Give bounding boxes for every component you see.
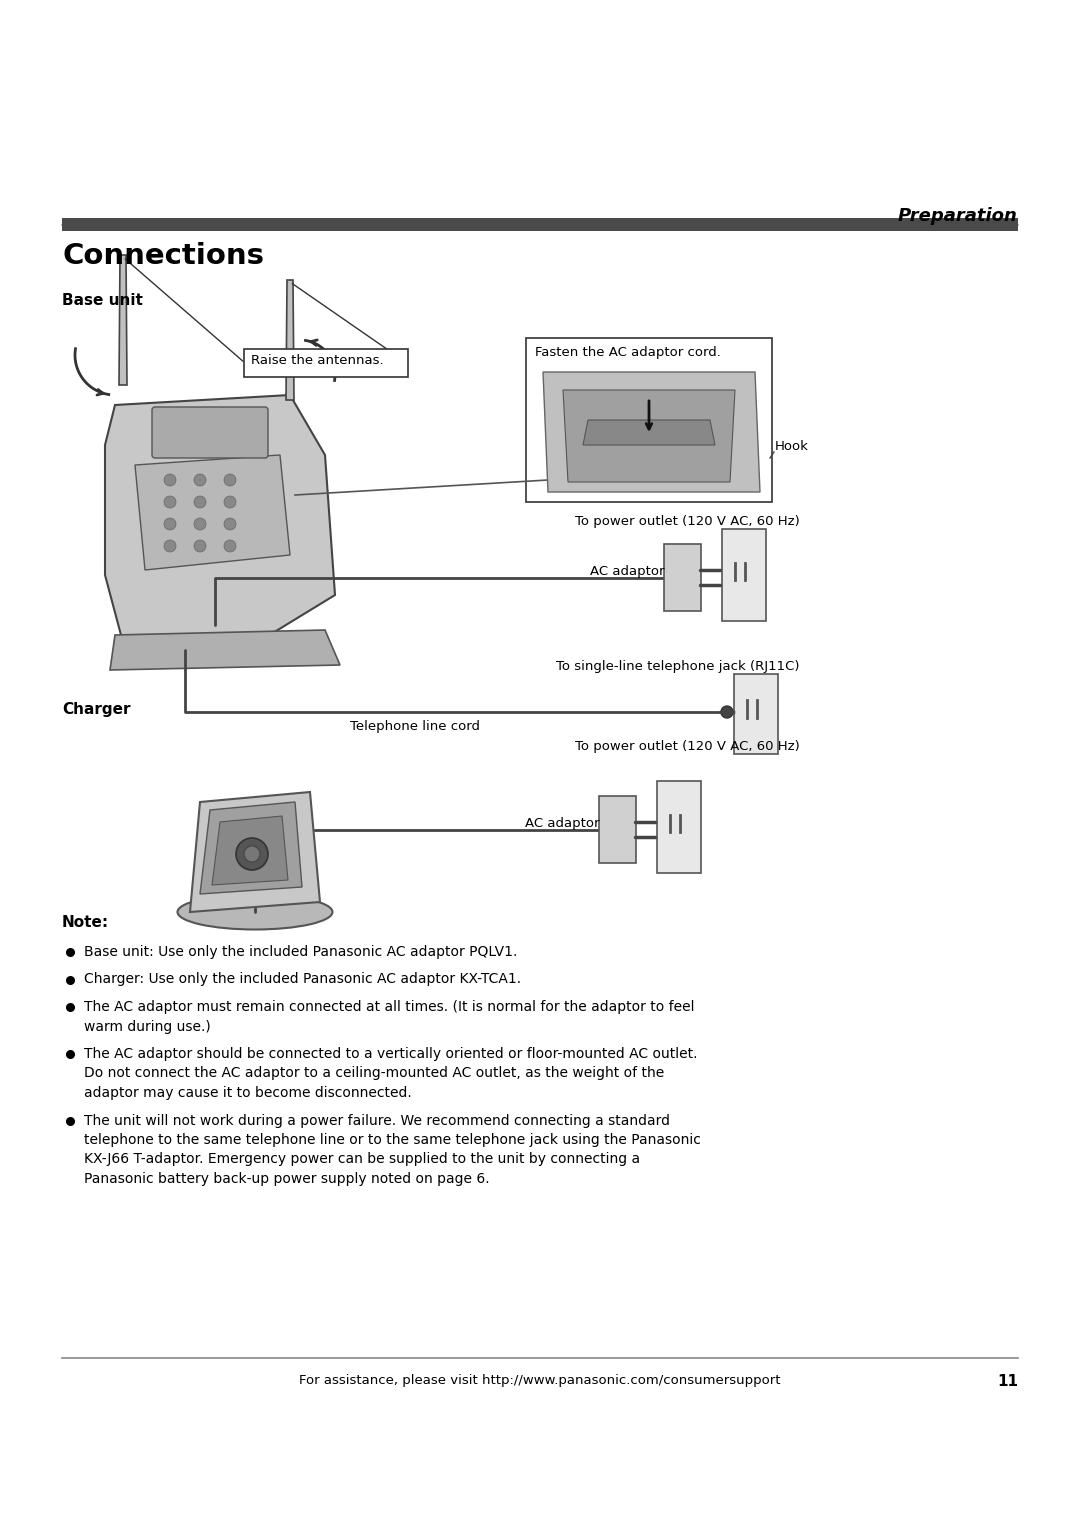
Text: For assistance, please visit http://www.panasonic.com/consumersupport: For assistance, please visit http://www.…: [299, 1374, 781, 1387]
Polygon shape: [563, 390, 735, 481]
Polygon shape: [135, 455, 291, 570]
Text: The AC adaptor should be connected to a vertically oriented or floor-mounted AC : The AC adaptor should be connected to a …: [84, 1047, 698, 1060]
Circle shape: [224, 539, 237, 552]
Polygon shape: [286, 280, 294, 400]
Ellipse shape: [177, 894, 333, 929]
FancyBboxPatch shape: [599, 796, 636, 863]
Polygon shape: [200, 802, 302, 894]
Circle shape: [164, 497, 176, 507]
Circle shape: [194, 474, 206, 486]
Circle shape: [721, 706, 733, 718]
Bar: [62, 219, 1018, 231]
Text: Base unit: Use only the included Panasonic AC adaptor PQLV1.: Base unit: Use only the included Panason…: [84, 944, 517, 960]
Text: To power outlet (120 V AC, 60 Hz): To power outlet (120 V AC, 60 Hz): [576, 515, 800, 529]
Circle shape: [164, 539, 176, 552]
Text: The AC adaptor must remain connected at all times. (It is normal for the adaptor: The AC adaptor must remain connected at …: [84, 999, 694, 1015]
Text: 11: 11: [997, 1374, 1018, 1389]
Text: Telephone line cord: Telephone line cord: [350, 720, 480, 733]
FancyBboxPatch shape: [723, 529, 766, 620]
Circle shape: [224, 497, 237, 507]
Text: Hook: Hook: [775, 440, 809, 452]
FancyBboxPatch shape: [664, 544, 701, 611]
FancyBboxPatch shape: [244, 348, 408, 377]
FancyBboxPatch shape: [526, 338, 772, 503]
Text: Base unit: Base unit: [62, 293, 143, 309]
FancyBboxPatch shape: [734, 674, 778, 753]
Text: Do not connect the AC adaptor to a ceiling-mounted AC outlet, as the weight of t: Do not connect the AC adaptor to a ceili…: [84, 1067, 664, 1080]
Text: The unit will not work during a power failure. We recommend connecting a standar: The unit will not work during a power fa…: [84, 1114, 670, 1128]
Text: Panasonic battery back-up power supply noted on page 6.: Panasonic battery back-up power supply n…: [84, 1172, 489, 1186]
Text: AC adaptor: AC adaptor: [525, 817, 599, 830]
Text: adaptor may cause it to become disconnected.: adaptor may cause it to become disconnec…: [84, 1086, 411, 1100]
Circle shape: [224, 474, 237, 486]
Text: To single-line telephone jack (RJ11C): To single-line telephone jack (RJ11C): [556, 660, 800, 672]
Text: KX-J66 T-adaptor. Emergency power can be supplied to the unit by connecting a: KX-J66 T-adaptor. Emergency power can be…: [84, 1152, 640, 1166]
Circle shape: [194, 518, 206, 530]
FancyBboxPatch shape: [657, 781, 701, 872]
Text: Raise the antennas.: Raise the antennas.: [251, 354, 383, 367]
Text: telephone to the same telephone line or to the same telephone jack using the Pan: telephone to the same telephone line or …: [84, 1132, 701, 1148]
Circle shape: [224, 518, 237, 530]
Text: Fasten the AC adaptor cord.: Fasten the AC adaptor cord.: [535, 345, 720, 359]
Polygon shape: [110, 630, 340, 669]
Circle shape: [244, 847, 260, 862]
Text: Note:: Note:: [62, 915, 109, 931]
Circle shape: [164, 474, 176, 486]
Text: To power outlet (120 V AC, 60 Hz): To power outlet (120 V AC, 60 Hz): [576, 740, 800, 753]
Text: Preparation: Preparation: [899, 206, 1018, 225]
Text: Charger: Use only the included Panasonic AC adaptor KX-TCA1.: Charger: Use only the included Panasonic…: [84, 972, 522, 987]
Polygon shape: [583, 420, 715, 445]
Polygon shape: [212, 816, 288, 885]
FancyBboxPatch shape: [152, 406, 268, 458]
Polygon shape: [543, 371, 760, 492]
Text: Connections: Connections: [62, 241, 264, 270]
Circle shape: [194, 539, 206, 552]
Polygon shape: [105, 396, 335, 649]
Polygon shape: [119, 255, 127, 385]
Circle shape: [164, 518, 176, 530]
Text: Charger: Charger: [62, 701, 131, 717]
Text: warm during use.): warm during use.): [84, 1019, 211, 1033]
Circle shape: [237, 837, 268, 869]
Text: AC adaptor: AC adaptor: [590, 565, 664, 578]
Polygon shape: [190, 792, 320, 912]
Circle shape: [194, 497, 206, 507]
